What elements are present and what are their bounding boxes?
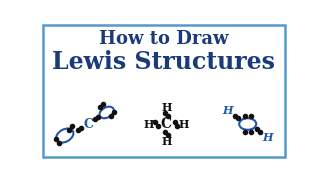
Text: H: H [161,136,172,147]
Text: H: H [179,118,189,129]
Text: H: H [143,118,154,129]
Text: C: C [161,117,172,131]
Text: H: H [263,132,273,143]
Text: Lewis Structures: Lewis Structures [52,50,276,74]
Text: H: H [161,102,172,112]
Text: C: C [83,118,93,130]
Text: H: H [222,105,233,116]
Text: How to Draw: How to Draw [99,30,229,48]
